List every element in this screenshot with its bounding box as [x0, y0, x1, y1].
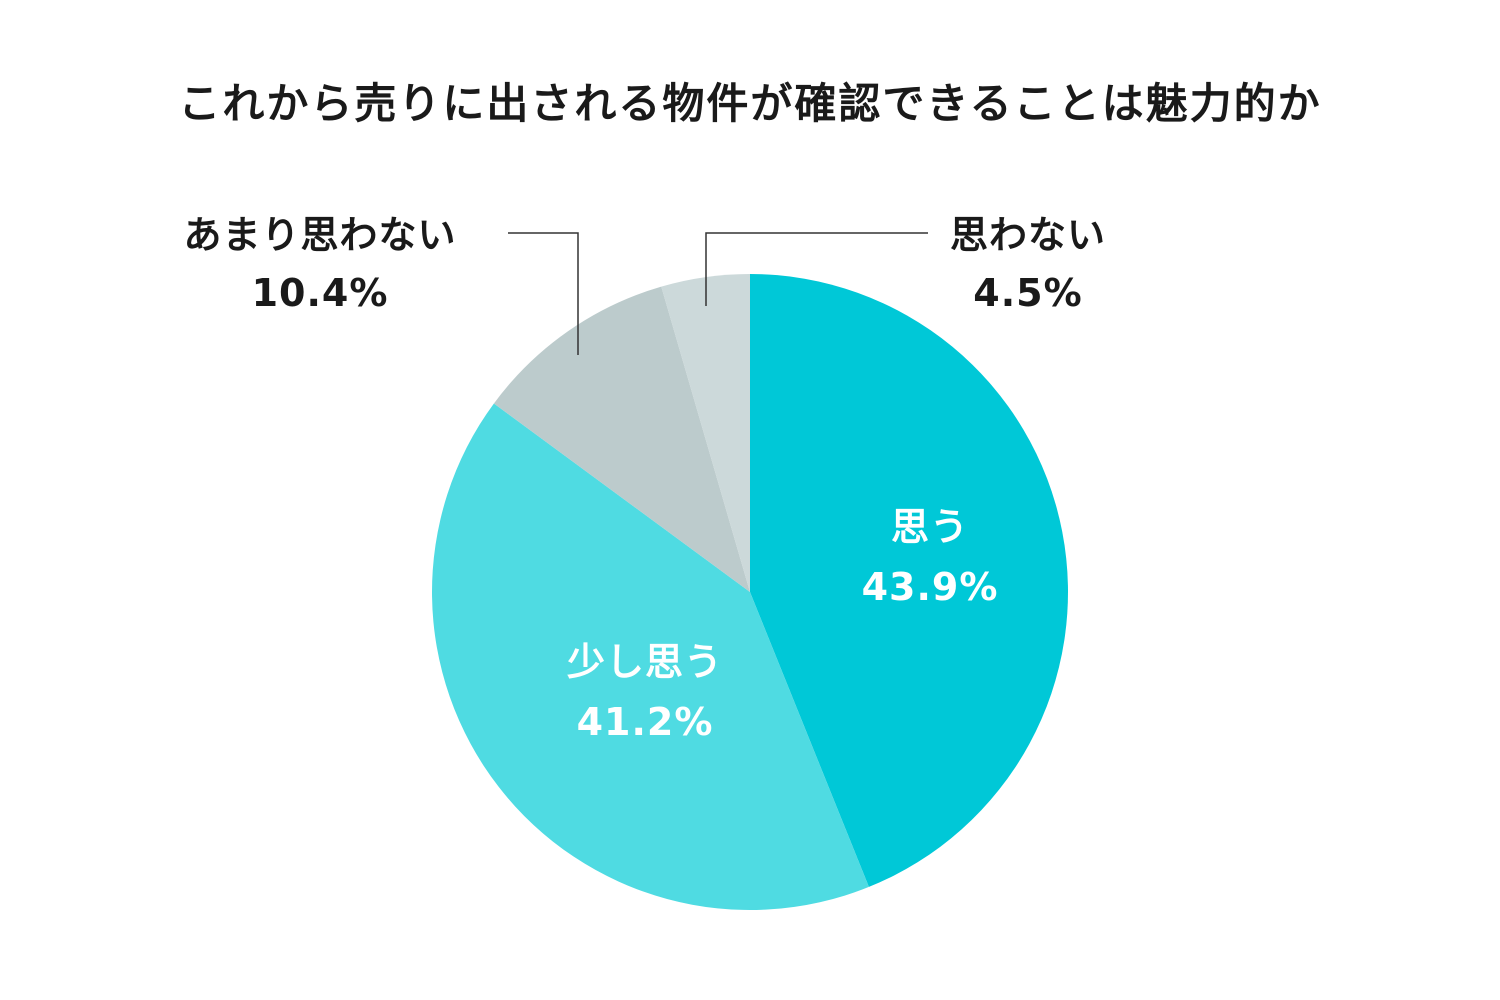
slice-1-label: 思う [891, 505, 969, 549]
slice-4-value: 4.5% [973, 271, 1082, 315]
slice-labels: 思う 43.9% 少し思う 41.2% あまり思わない 10.4% 思わない 4.5% [183, 213, 1106, 744]
slice-4-leader-line [705, 232, 928, 306]
slice-2-label: 少し思う [567, 640, 723, 684]
slice-4 [661, 274, 750, 592]
slice-1-value: 43.9% [862, 565, 999, 609]
slice-1 [750, 274, 1068, 887]
pie-slices [432, 274, 1068, 910]
slice-3 [493, 286, 750, 592]
chart-title: これから売りに出される物件が確認できることは魅力的か [178, 79, 1321, 128]
slice-4-label: 思わない [950, 213, 1106, 257]
slice-2 [432, 403, 869, 910]
slice-2-value: 41.2% [577, 700, 714, 744]
slice-3-label: あまり思わない [183, 213, 456, 257]
leader-lines [508, 232, 928, 355]
slice-3-value: 10.4% [252, 271, 389, 315]
slice-3-leader-line [508, 232, 579, 355]
